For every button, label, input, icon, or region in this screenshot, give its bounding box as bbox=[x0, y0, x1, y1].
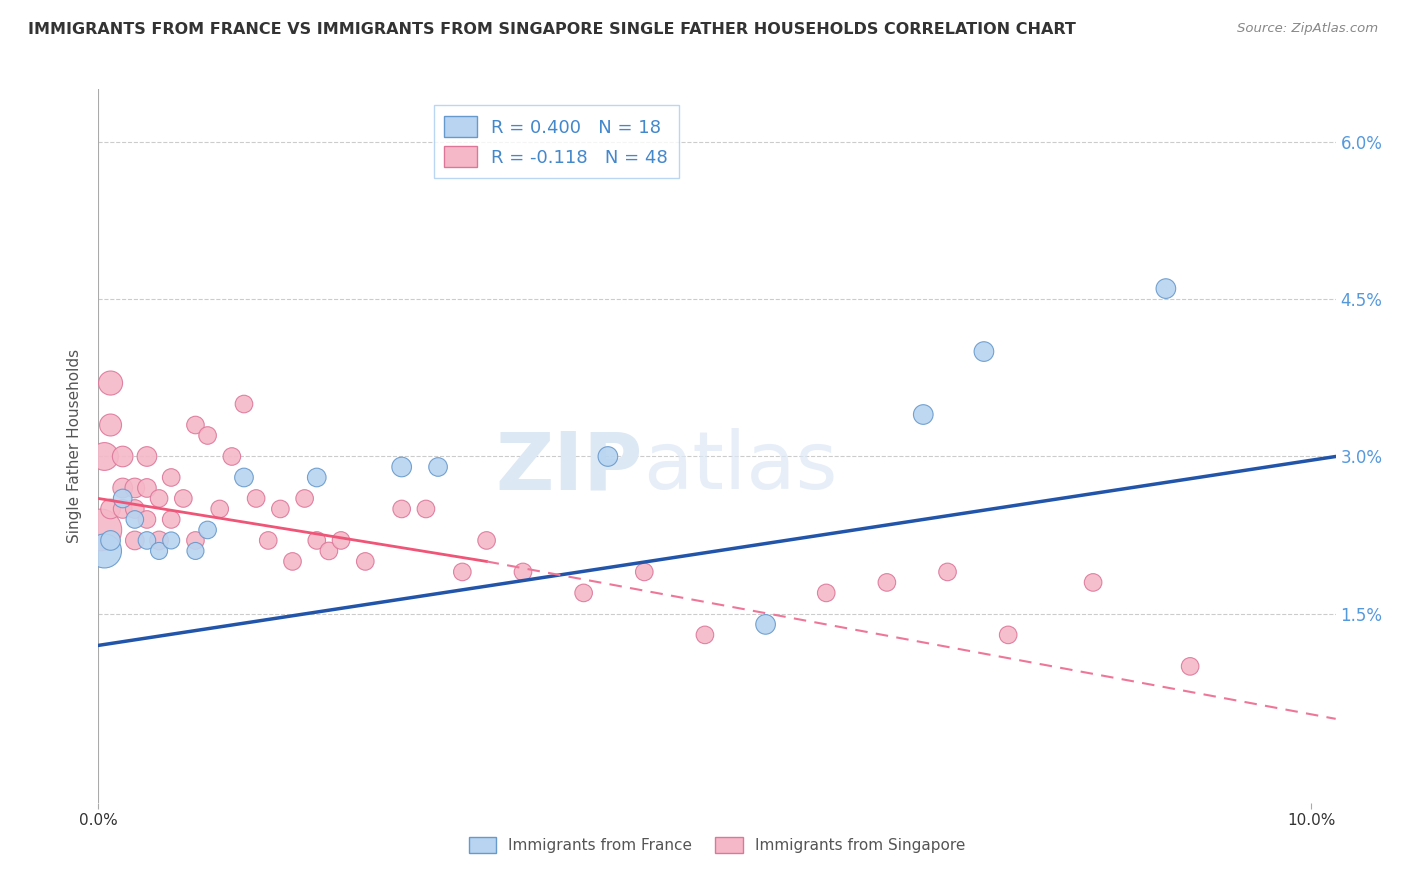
Point bbox=[136, 450, 159, 464]
Point bbox=[160, 533, 183, 548]
Point bbox=[354, 554, 377, 568]
Point bbox=[305, 533, 328, 548]
Point bbox=[257, 533, 280, 548]
Point bbox=[184, 544, 207, 558]
Point bbox=[136, 481, 159, 495]
Point bbox=[427, 460, 450, 475]
Point bbox=[172, 491, 194, 506]
Point bbox=[912, 408, 935, 422]
Point bbox=[184, 417, 207, 432]
Point bbox=[160, 470, 183, 484]
Point bbox=[973, 344, 995, 359]
Point bbox=[572, 586, 595, 600]
Point bbox=[936, 565, 959, 579]
Point bbox=[633, 565, 655, 579]
Point bbox=[136, 533, 159, 548]
Point bbox=[233, 470, 256, 484]
Point bbox=[184, 533, 207, 548]
Point bbox=[100, 376, 122, 390]
Y-axis label: Single Father Households: Single Father Households bbox=[67, 349, 83, 543]
Point bbox=[208, 502, 231, 516]
Text: IMMIGRANTS FROM FRANCE VS IMMIGRANTS FROM SINGAPORE SINGLE FATHER HOUSEHOLDS COR: IMMIGRANTS FROM FRANCE VS IMMIGRANTS FRO… bbox=[28, 22, 1076, 37]
Point bbox=[475, 533, 498, 548]
Legend: Immigrants from France, Immigrants from Singapore: Immigrants from France, Immigrants from … bbox=[463, 831, 972, 859]
Point bbox=[111, 502, 134, 516]
Point bbox=[415, 502, 437, 516]
Point bbox=[221, 450, 243, 464]
Point bbox=[330, 533, 353, 548]
Text: Source: ZipAtlas.com: Source: ZipAtlas.com bbox=[1237, 22, 1378, 36]
Point bbox=[148, 533, 170, 548]
Point bbox=[233, 397, 256, 411]
Point bbox=[245, 491, 267, 506]
Point bbox=[815, 586, 838, 600]
Point bbox=[111, 450, 134, 464]
Point bbox=[391, 502, 413, 516]
Point bbox=[148, 491, 170, 506]
Point bbox=[391, 460, 413, 475]
Point bbox=[451, 565, 474, 579]
Text: ZIP: ZIP bbox=[495, 428, 643, 507]
Point bbox=[111, 481, 134, 495]
Point bbox=[197, 428, 219, 442]
Point bbox=[124, 502, 146, 516]
Point bbox=[136, 512, 159, 526]
Point bbox=[160, 512, 183, 526]
Point bbox=[876, 575, 898, 590]
Text: atlas: atlas bbox=[643, 428, 837, 507]
Point bbox=[124, 512, 146, 526]
Point bbox=[512, 565, 534, 579]
Point bbox=[93, 450, 115, 464]
Point bbox=[100, 417, 122, 432]
Point bbox=[596, 450, 619, 464]
Point bbox=[124, 481, 146, 495]
Point bbox=[318, 544, 340, 558]
Point bbox=[100, 502, 122, 516]
Point bbox=[281, 554, 304, 568]
Point bbox=[93, 544, 115, 558]
Point bbox=[1154, 282, 1177, 296]
Point bbox=[294, 491, 316, 506]
Point bbox=[1081, 575, 1104, 590]
Point bbox=[997, 628, 1019, 642]
Point bbox=[148, 544, 170, 558]
Point bbox=[755, 617, 778, 632]
Point bbox=[269, 502, 291, 516]
Point bbox=[305, 470, 328, 484]
Point bbox=[197, 523, 219, 537]
Point bbox=[90, 523, 112, 537]
Point bbox=[111, 491, 134, 506]
Point bbox=[100, 533, 122, 548]
Point bbox=[693, 628, 716, 642]
Point bbox=[1178, 659, 1201, 673]
Point bbox=[124, 533, 146, 548]
